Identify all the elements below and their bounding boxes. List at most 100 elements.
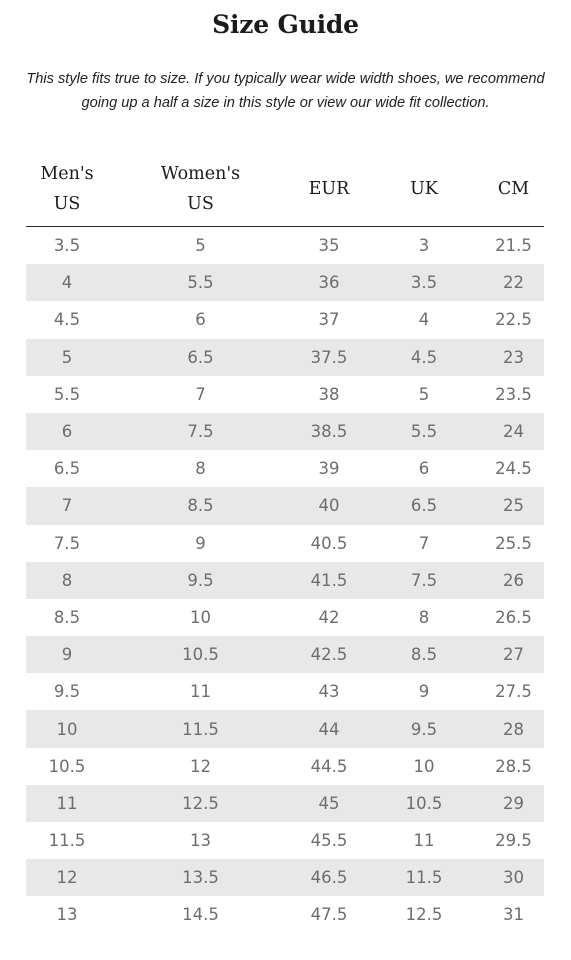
cell-eur: 42.5: [293, 636, 365, 674]
cell-uk: 12.5: [405, 905, 443, 925]
cell-womens-us: 6: [195, 310, 206, 330]
cell-cm: 25.5: [495, 533, 532, 553]
table-row: 4.5 6 37 4 22.5: [26, 301, 544, 338]
cell-mens-us: 11.5: [48, 831, 86, 851]
cell-uk: 8: [418, 607, 430, 627]
header-womens-us: Women's US: [108, 152, 293, 227]
cell-womens-us: 10: [190, 607, 211, 627]
cell-womens-us: 11.5: [108, 710, 293, 748]
cell-eur: 42: [318, 607, 340, 627]
header-eur: EUR: [293, 152, 365, 227]
table-row: 8.5 10 42 8 26.5: [26, 599, 544, 636]
cell-mens-us: 8.5: [53, 607, 81, 627]
cell-eur: 37: [318, 310, 340, 330]
cell-mens-us: 5: [26, 338, 108, 376]
cell-eur: 37.5: [293, 338, 365, 376]
cell-cm: 24.5: [495, 459, 532, 479]
cell-cm: 22: [483, 264, 544, 302]
table-row: 5 6.5 37.5 4.5 23: [26, 338, 544, 376]
cell-mens-us: 7.5: [53, 533, 81, 553]
cell-eur: 43: [318, 682, 340, 702]
cell-uk: 11: [413, 831, 435, 851]
cell-eur: 41.5: [293, 561, 365, 599]
cell-mens-us: 5.5: [53, 384, 81, 404]
table-row: 7.5 9 40.5 7 25.5: [26, 525, 544, 562]
header-mens-us-line1: Men's: [40, 164, 94, 184]
cell-uk: 11.5: [365, 859, 483, 897]
table-row: 13 14.5 47.5 12.5 31: [26, 896, 544, 933]
cell-cm: 26: [483, 561, 544, 599]
cell-womens-us: 6.5: [108, 338, 293, 376]
cell-womens-us: 5.5: [108, 264, 293, 302]
cell-eur: 36: [293, 264, 365, 302]
cell-eur: 40: [293, 487, 365, 525]
cell-womens-us: 12: [190, 756, 211, 776]
size-table: Men's US Women's US EUR UK CM 3.5 5 35 3 21.…: [26, 152, 544, 934]
cell-mens-us: 6: [26, 412, 108, 451]
cell-eur: 38.5: [293, 412, 365, 451]
cell-cm: 27.5: [495, 682, 532, 702]
size-rows: 3.5 5 35 3 21.5 4 5.5 36 3.5 22 4.5 6 37 4 22.5 5 6.5 37.…: [26, 227, 544, 934]
table-row: 11 12.5 45 10.5 29: [26, 784, 544, 822]
cell-mens-us: 7: [26, 487, 108, 525]
cell-uk: 7: [418, 533, 430, 553]
cell-womens-us: 9.5: [108, 561, 293, 599]
cell-eur: 45: [293, 784, 365, 822]
cell-womens-us: 7: [195, 384, 206, 404]
page-title: Size Guide: [212, 10, 359, 39]
table-row: 6.5 8 39 6 24.5: [26, 450, 544, 487]
header-cm: CM: [483, 152, 544, 227]
cell-eur: 39: [318, 459, 340, 479]
cell-mens-us: 8: [26, 561, 108, 599]
table-row: 3.5 5 35 3 21.5: [26, 227, 544, 265]
cell-cm: 22.5: [495, 310, 532, 330]
cell-uk: 5.5: [365, 412, 483, 451]
header-womens-us-line1: Women's: [160, 164, 241, 184]
cell-womens-us: 13: [190, 831, 211, 851]
cell-womens-us: 14.5: [182, 905, 219, 925]
header-uk: UK: [365, 152, 483, 227]
cell-cm: 30: [483, 859, 544, 897]
cell-eur: 45.5: [310, 831, 348, 851]
cell-uk: 10.5: [365, 784, 483, 822]
table-row: 4 5.5 36 3.5 22: [26, 264, 544, 302]
table-row: 10 11.5 44 9.5 28: [26, 710, 544, 748]
header-uk-label: UK: [410, 179, 438, 199]
cell-womens-us: 8: [195, 459, 206, 479]
table-row: 9 10.5 42.5 8.5 27: [26, 636, 544, 674]
cell-uk: 8.5: [365, 636, 483, 674]
cell-uk: 5: [418, 384, 430, 404]
cell-cm: 29.5: [495, 831, 532, 851]
cell-mens-us: 3.5: [53, 236, 81, 256]
header-row: Men's US Women's US EUR UK CM: [26, 152, 544, 227]
cell-eur: 46.5: [293, 859, 365, 897]
cell-uk: 4: [418, 310, 430, 330]
cell-mens-us: 13: [56, 905, 78, 925]
cell-womens-us: 8.5: [108, 487, 293, 525]
cell-cm: 21.5: [495, 236, 532, 256]
cell-uk: 6.5: [365, 487, 483, 525]
table-row: 6 7.5 38.5 5.5 24: [26, 412, 544, 451]
table-row: 10.5 12 44.5 10 28.5: [26, 748, 544, 785]
cell-eur: 47.5: [310, 905, 348, 925]
header-mens-us-line2: US: [53, 194, 81, 214]
cell-eur: 35: [318, 236, 340, 256]
cell-cm: 27: [483, 636, 544, 674]
cell-eur: 44.5: [310, 756, 348, 776]
cell-womens-us: 9: [195, 533, 206, 553]
cell-mens-us: 11: [26, 784, 108, 822]
cell-cm: 26.5: [495, 607, 532, 627]
table-row: 11.5 13 45.5 11 29.5: [26, 822, 544, 859]
cell-uk: 3: [418, 236, 430, 256]
cell-cm: 23: [483, 338, 544, 376]
cell-uk: 9.5: [365, 710, 483, 748]
cell-cm: 31: [503, 905, 524, 925]
table-row: 9.5 11 43 9 27.5: [26, 673, 544, 710]
fit-note: This style fits true to size. If you typ…: [26, 71, 545, 111]
cell-womens-us: 13.5: [108, 859, 293, 897]
cell-uk: 9: [418, 682, 430, 702]
cell-uk: 3.5: [365, 264, 483, 302]
cell-cm: 29: [483, 784, 544, 822]
cell-mens-us: 9.5: [53, 682, 81, 702]
header-womens-us-line2: US: [187, 194, 214, 214]
